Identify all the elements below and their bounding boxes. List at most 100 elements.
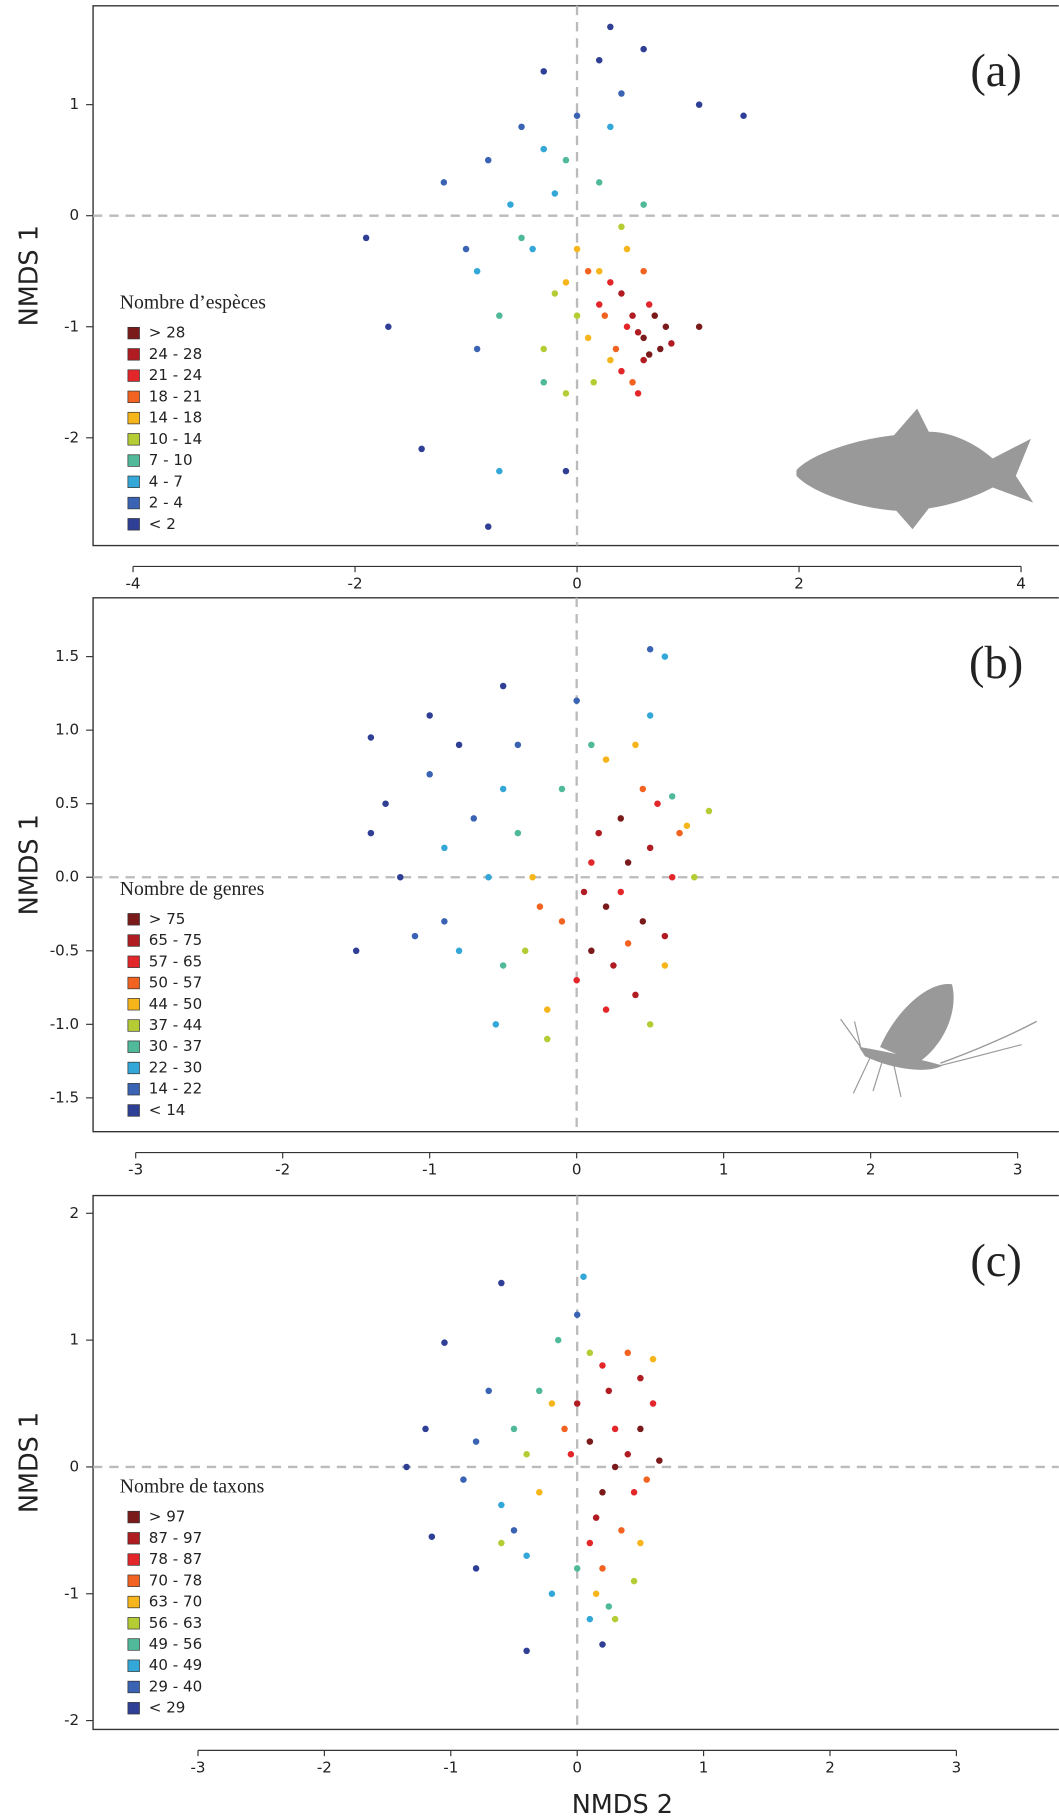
point — [595, 829, 602, 837]
legend-swatch — [127, 998, 140, 1011]
point — [599, 1362, 606, 1369]
point — [646, 844, 654, 852]
point — [514, 741, 522, 749]
y-tick-label: 0 — [70, 206, 80, 224]
x-tick-label: -2 — [348, 574, 363, 592]
point — [586, 1615, 594, 1623]
x-tick-label: 0 — [572, 1161, 582, 1179]
point — [588, 741, 595, 749]
point — [605, 1603, 613, 1610]
point — [499, 785, 507, 793]
x-tick-label: -4 — [126, 574, 141, 592]
x-tick-label: -2 — [275, 1161, 290, 1179]
point — [411, 932, 419, 940]
legend-label: 56 - 63 — [149, 1614, 202, 1632]
y-tick-label: 0.5 — [55, 794, 79, 812]
legend-swatch — [127, 411, 140, 425]
legend-label: 37 - 44 — [149, 1016, 202, 1034]
point — [618, 1527, 625, 1534]
legend-swatch — [127, 1680, 140, 1694]
point — [362, 234, 370, 242]
panel-label: (a) — [970, 46, 1022, 97]
point — [472, 1565, 480, 1572]
legend-label: 14 - 22 — [149, 1080, 202, 1098]
point — [485, 873, 492, 881]
point — [562, 279, 570, 286]
legend-label: > 28 — [149, 324, 186, 342]
point — [540, 345, 547, 353]
point — [637, 1539, 644, 1547]
point — [630, 1489, 638, 1496]
legend-label: 49 - 56 — [149, 1635, 202, 1653]
point — [567, 1451, 575, 1458]
legend-swatch — [127, 326, 140, 340]
y-tick-label: 1.5 — [55, 647, 79, 665]
point — [498, 1501, 505, 1509]
point — [657, 345, 664, 353]
point — [499, 682, 507, 690]
legend-swatch — [127, 496, 140, 510]
y-tick-label: 1.0 — [55, 721, 79, 739]
legend-label: 44 - 50 — [149, 995, 202, 1013]
legend-label: 2 - 4 — [149, 494, 183, 512]
point — [656, 1457, 663, 1464]
point — [558, 918, 566, 925]
point — [632, 991, 639, 999]
point — [518, 123, 525, 131]
point — [573, 976, 580, 984]
point — [584, 267, 592, 275]
point — [695, 323, 703, 331]
mayfly-silhouette — [840, 984, 1038, 1098]
legend-swatch — [127, 1532, 140, 1545]
point — [523, 1451, 530, 1458]
point — [623, 323, 631, 331]
point — [611, 1615, 619, 1623]
point — [607, 123, 614, 131]
legend-swatch — [127, 934, 140, 947]
point — [649, 1355, 657, 1363]
x-tick-label: 2 — [825, 1758, 835, 1776]
legend-swatch — [127, 390, 140, 403]
point — [607, 356, 614, 364]
point — [573, 245, 581, 253]
point — [573, 112, 581, 119]
panel-label: (b) — [969, 638, 1023, 689]
legend-label: 21 - 24 — [149, 366, 202, 384]
point — [618, 367, 625, 375]
point — [426, 712, 433, 719]
point — [441, 1339, 448, 1346]
point — [740, 112, 747, 119]
legend-title: Nombre de genres — [120, 878, 265, 900]
point — [573, 1311, 581, 1319]
point — [548, 1590, 556, 1598]
legend-label: > 97 — [149, 1508, 186, 1526]
point — [529, 245, 536, 253]
point — [544, 1035, 551, 1043]
x-tick-label: 2 — [866, 1161, 876, 1179]
point — [523, 1552, 530, 1559]
point — [484, 523, 492, 530]
point — [484, 156, 492, 164]
point — [580, 888, 588, 896]
point — [611, 1425, 619, 1433]
point — [551, 190, 559, 197]
y-tick-label: -0.5 — [50, 941, 79, 959]
legend-swatch — [127, 1553, 140, 1566]
legend-swatch — [127, 1702, 140, 1715]
point — [548, 1400, 556, 1407]
point — [460, 1476, 467, 1483]
legend-label: 14 - 18 — [149, 409, 202, 427]
point — [624, 1451, 632, 1458]
legend-label: 87 - 97 — [149, 1529, 202, 1547]
legend-label: < 29 — [149, 1699, 186, 1717]
point — [510, 1425, 518, 1433]
point — [422, 1425, 429, 1433]
point — [426, 771, 433, 778]
point — [455, 947, 463, 955]
point — [554, 1336, 562, 1344]
x-tick-label: 3 — [952, 1758, 962, 1776]
point — [403, 1463, 410, 1471]
point — [507, 201, 514, 208]
point — [586, 1539, 594, 1547]
point — [607, 279, 614, 286]
